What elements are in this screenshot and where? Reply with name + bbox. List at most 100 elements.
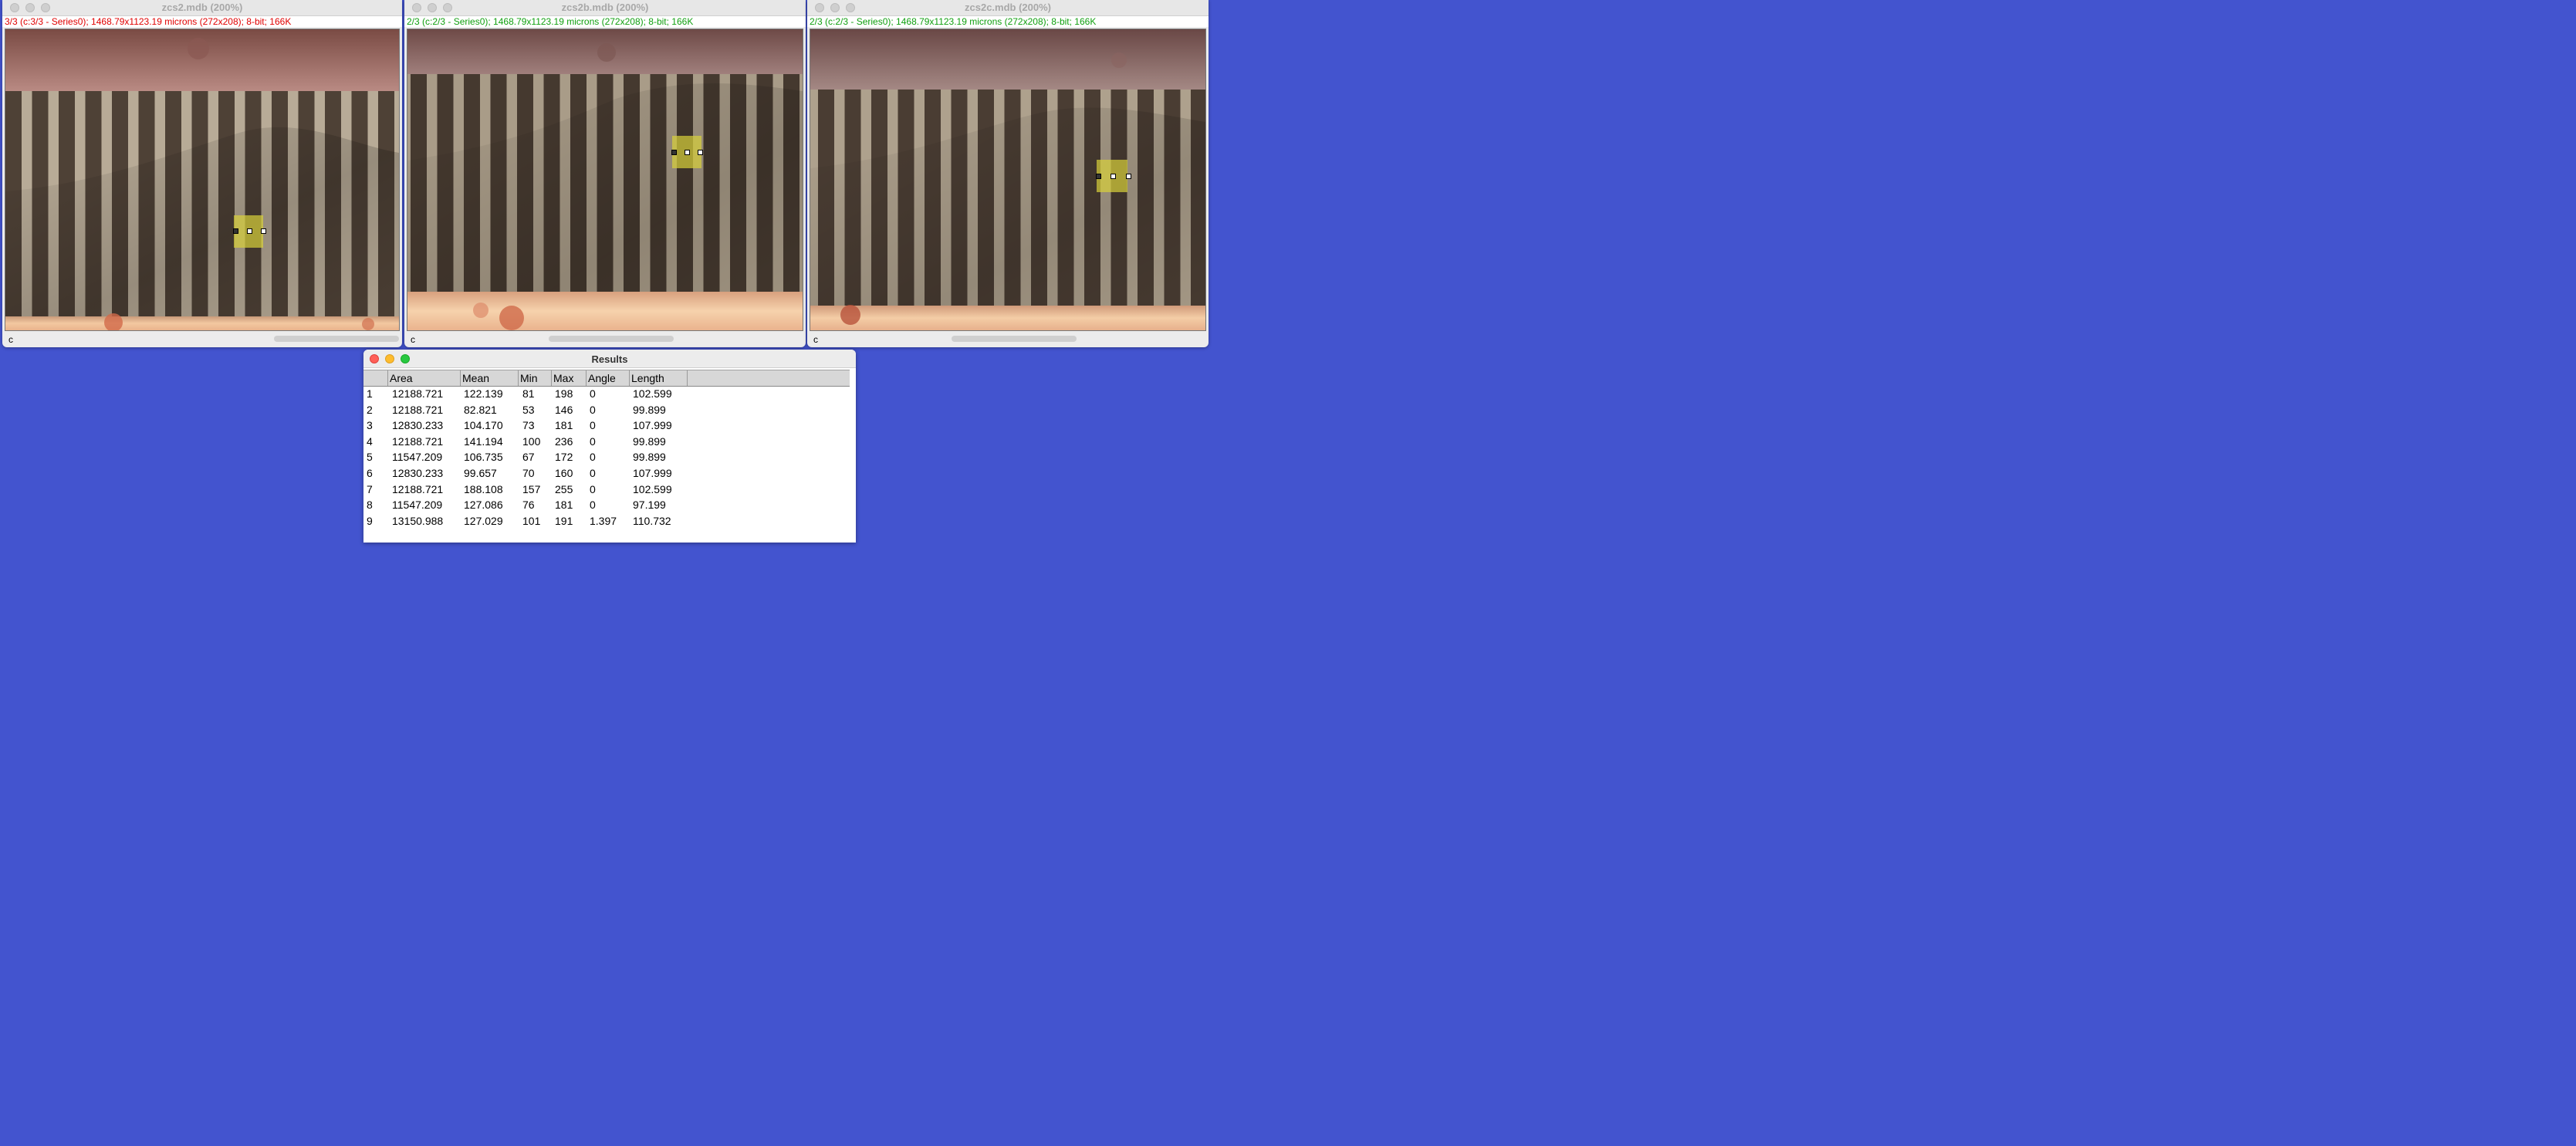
close-button[interactable] [370, 354, 379, 363]
close-button[interactable] [10, 3, 19, 12]
roi-handle-icon[interactable] [671, 150, 677, 155]
close-button[interactable] [815, 3, 824, 12]
minimize-button[interactable] [25, 3, 35, 12]
table-row[interactable]: 1 12188.721 122.139 81 198 0 102.599 [363, 386, 850, 402]
mean-value: 141.194 [464, 434, 503, 448]
window-titlebar[interactable]: zcs2c.mdb (200%) [807, 0, 1209, 16]
length-value: 110.732 [633, 514, 671, 527]
min-value: 76 [522, 499, 535, 512]
area-value: 12830.233 [392, 466, 444, 479]
area-value: 12188.721 [392, 434, 444, 448]
angle-value: 0 [590, 499, 596, 512]
zoom-button[interactable] [443, 3, 452, 12]
area-value: 12188.721 [392, 403, 444, 416]
minimize-button[interactable] [428, 3, 437, 12]
roi-handle-icon[interactable] [1126, 174, 1131, 179]
column-header-length[interactable]: Length [630, 370, 688, 386]
channel-slider[interactable] [274, 336, 399, 342]
column-header-max[interactable]: Max [552, 370, 587, 386]
row-index: 2 [367, 403, 373, 416]
results-window[interactable]: Results Area Mean Min Max Angle Length 1… [363, 350, 856, 543]
area-value: 12188.721 [392, 482, 444, 495]
angle-value: 0 [590, 403, 596, 416]
results-table-header: Area Mean Min Max Angle Length [363, 370, 850, 387]
column-header-mean[interactable]: Mean [461, 370, 519, 386]
image-info-line: 2/3 (c:2/3 - Series0); 1468.79x1123.19 m… [807, 16, 1209, 27]
min-value: 101 [522, 514, 541, 527]
window-titlebar[interactable]: zcs2.mdb (200%) [2, 0, 402, 16]
row-index: 9 [367, 514, 373, 527]
min-value: 53 [522, 403, 535, 416]
row-index: 7 [367, 482, 373, 495]
area-value: 12188.721 [392, 387, 444, 400]
micrograph-canvas[interactable] [5, 29, 400, 331]
column-header-area[interactable]: Area [388, 370, 461, 386]
mean-value: 127.029 [464, 514, 503, 527]
roi-handle-icon[interactable] [1096, 174, 1101, 179]
column-header-min[interactable]: Min [519, 370, 552, 386]
table-row[interactable]: 4 12188.721 141.194 100 236 0 99.899 [363, 434, 850, 450]
column-header-index[interactable] [363, 370, 388, 386]
image-window-3[interactable]: zcs2c.mdb (200%) 2/3 (c:2/3 - Series0); … [807, 0, 1209, 347]
micrograph-canvas[interactable] [810, 29, 1206, 331]
image-info-line: 2/3 (c:2/3 - Series0); 1468.79x1123.19 m… [404, 16, 806, 27]
column-header-angle[interactable]: Angle [587, 370, 630, 386]
zoom-button[interactable] [401, 354, 410, 363]
roi-handle-icon[interactable] [233, 228, 238, 234]
window-title: zcs2.mdb (200%) [161, 2, 243, 13]
mean-value: 82.821 [464, 403, 497, 416]
roi-handle-icon[interactable] [261, 228, 266, 234]
angle-value: 0 [590, 434, 596, 448]
image-window-2[interactable]: zcs2b.mdb (200%) 2/3 (c:2/3 - Series0); … [404, 0, 806, 347]
max-value: 236 [555, 434, 573, 448]
row-index: 6 [367, 466, 373, 479]
micrograph-image [407, 29, 803, 330]
angle-value: 1.397 [590, 514, 617, 527]
min-value: 157 [522, 482, 541, 495]
zoom-button[interactable] [846, 3, 855, 12]
zoom-button[interactable] [41, 3, 50, 12]
micrograph-image [810, 29, 1205, 330]
mean-value: 127.086 [464, 499, 503, 512]
mean-value: 188.108 [464, 482, 503, 495]
length-value: 102.599 [633, 482, 672, 495]
window-titlebar[interactable]: zcs2b.mdb (200%) [404, 0, 806, 16]
table-row[interactable]: 7 12188.721 188.108 157 255 0 102.599 [363, 482, 850, 498]
length-value: 107.999 [633, 419, 672, 432]
roi-handle-icon[interactable] [685, 150, 690, 155]
table-row[interactable]: 5 11547.209 106.735 67 172 0 99.899 [363, 449, 850, 465]
roi-handle-icon[interactable] [698, 150, 703, 155]
channel-slider[interactable] [549, 336, 674, 342]
roi-handle-icon[interactable] [1111, 174, 1116, 179]
channel-label: c [813, 334, 818, 345]
max-value: 181 [555, 499, 573, 512]
table-row[interactable]: 8 11547.209 127.086 76 181 0 97.199 [363, 497, 850, 513]
max-value: 181 [555, 419, 573, 432]
roi-handle-icon[interactable] [247, 228, 252, 234]
table-row[interactable]: 6 12830.233 99.657 70 160 0 107.999 [363, 465, 850, 482]
table-row[interactable]: 2 12188.721 82.821 53 146 0 99.899 [363, 402, 850, 418]
window-titlebar[interactable]: Results [363, 350, 856, 368]
row-index: 5 [367, 451, 373, 464]
min-value: 100 [522, 434, 541, 448]
angle-value: 0 [590, 451, 596, 464]
max-value: 255 [555, 482, 573, 495]
minimize-button[interactable] [830, 3, 840, 12]
angle-value: 0 [590, 387, 596, 400]
angle-value: 0 [590, 482, 596, 495]
channel-label: c [8, 334, 13, 345]
max-value: 191 [555, 514, 573, 527]
area-value: 13150.988 [392, 514, 444, 527]
mean-value: 122.139 [464, 387, 503, 400]
channel-slider[interactable] [952, 336, 1077, 342]
minimize-button[interactable] [385, 354, 394, 363]
image-info-line: 3/3 (c:3/3 - Series0); 1468.79x1123.19 m… [2, 16, 402, 27]
table-row[interactable]: 3 12830.233 104.170 73 181 0 107.999 [363, 417, 850, 434]
window-title: Results [591, 353, 628, 365]
image-window-1[interactable]: zcs2.mdb (200%) 3/3 (c:3/3 - Series0); 1… [2, 0, 402, 347]
close-button[interactable] [412, 3, 421, 12]
min-value: 81 [522, 387, 535, 400]
micrograph-canvas[interactable] [407, 29, 803, 331]
table-row[interactable]: 9 13150.988 127.029 101 191 1.397 110.732 [363, 513, 850, 529]
length-value: 99.899 [633, 403, 666, 416]
